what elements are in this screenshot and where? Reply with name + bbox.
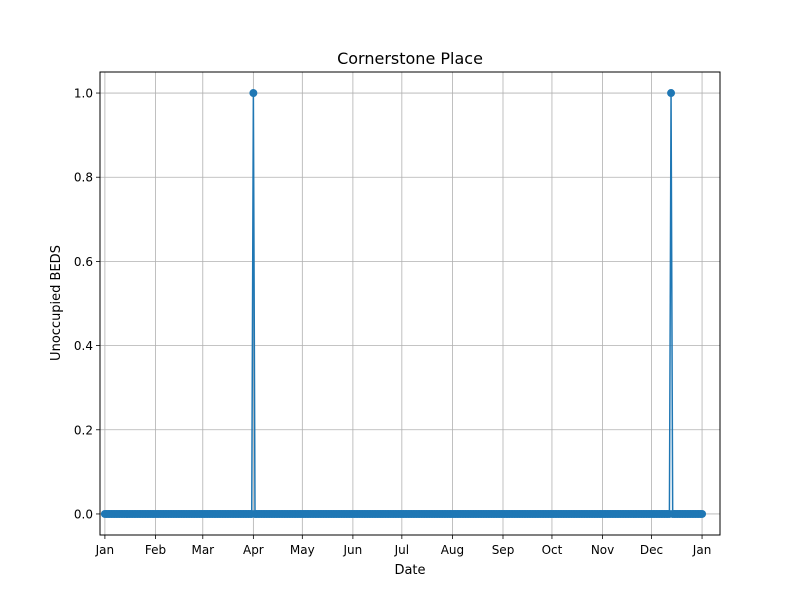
x-tick-label: Apr — [243, 543, 264, 557]
y-tick-label: 1.0 — [74, 87, 93, 101]
plot-area-frame — [99, 71, 721, 536]
x-tick-label: Dec — [640, 543, 663, 557]
x-axis-label: Date — [394, 563, 425, 578]
data-point — [698, 509, 707, 518]
y-tick-label: 0.6 — [74, 255, 93, 269]
x-tick-label: Nov — [591, 543, 614, 557]
y-axis-label: Unoccupied BEDS — [49, 245, 64, 361]
axis-ticks: Jan Feb Mar Apr May Jun Jul Aug Sep Oct Nov Dec Jan 0… — [74, 87, 711, 557]
x-tick-label: Jun — [343, 543, 363, 557]
data-point — [667, 89, 676, 98]
x-tick-label: Feb — [145, 543, 166, 557]
x-tick-label: Jul — [394, 543, 409, 557]
y-tick-label: 0.2 — [74, 423, 93, 437]
x-tick-label: Jan — [95, 543, 115, 557]
x-tick-label: Jan — [692, 543, 712, 557]
x-tick-label: May — [290, 543, 315, 557]
data-point — [249, 89, 258, 98]
y-tick-label: 0.8 — [74, 171, 93, 185]
x-tick-label: Oct — [542, 543, 563, 557]
x-tick-label: Sep — [492, 543, 515, 557]
x-tick-label: Aug — [441, 543, 464, 557]
x-tick-label: Mar — [191, 543, 214, 557]
data-series — [100, 89, 707, 518]
y-tick-label: 0.4 — [74, 339, 93, 353]
chart-title: Cornerstone Place — [337, 49, 483, 68]
y-tick-label: 0.0 — [74, 507, 93, 521]
